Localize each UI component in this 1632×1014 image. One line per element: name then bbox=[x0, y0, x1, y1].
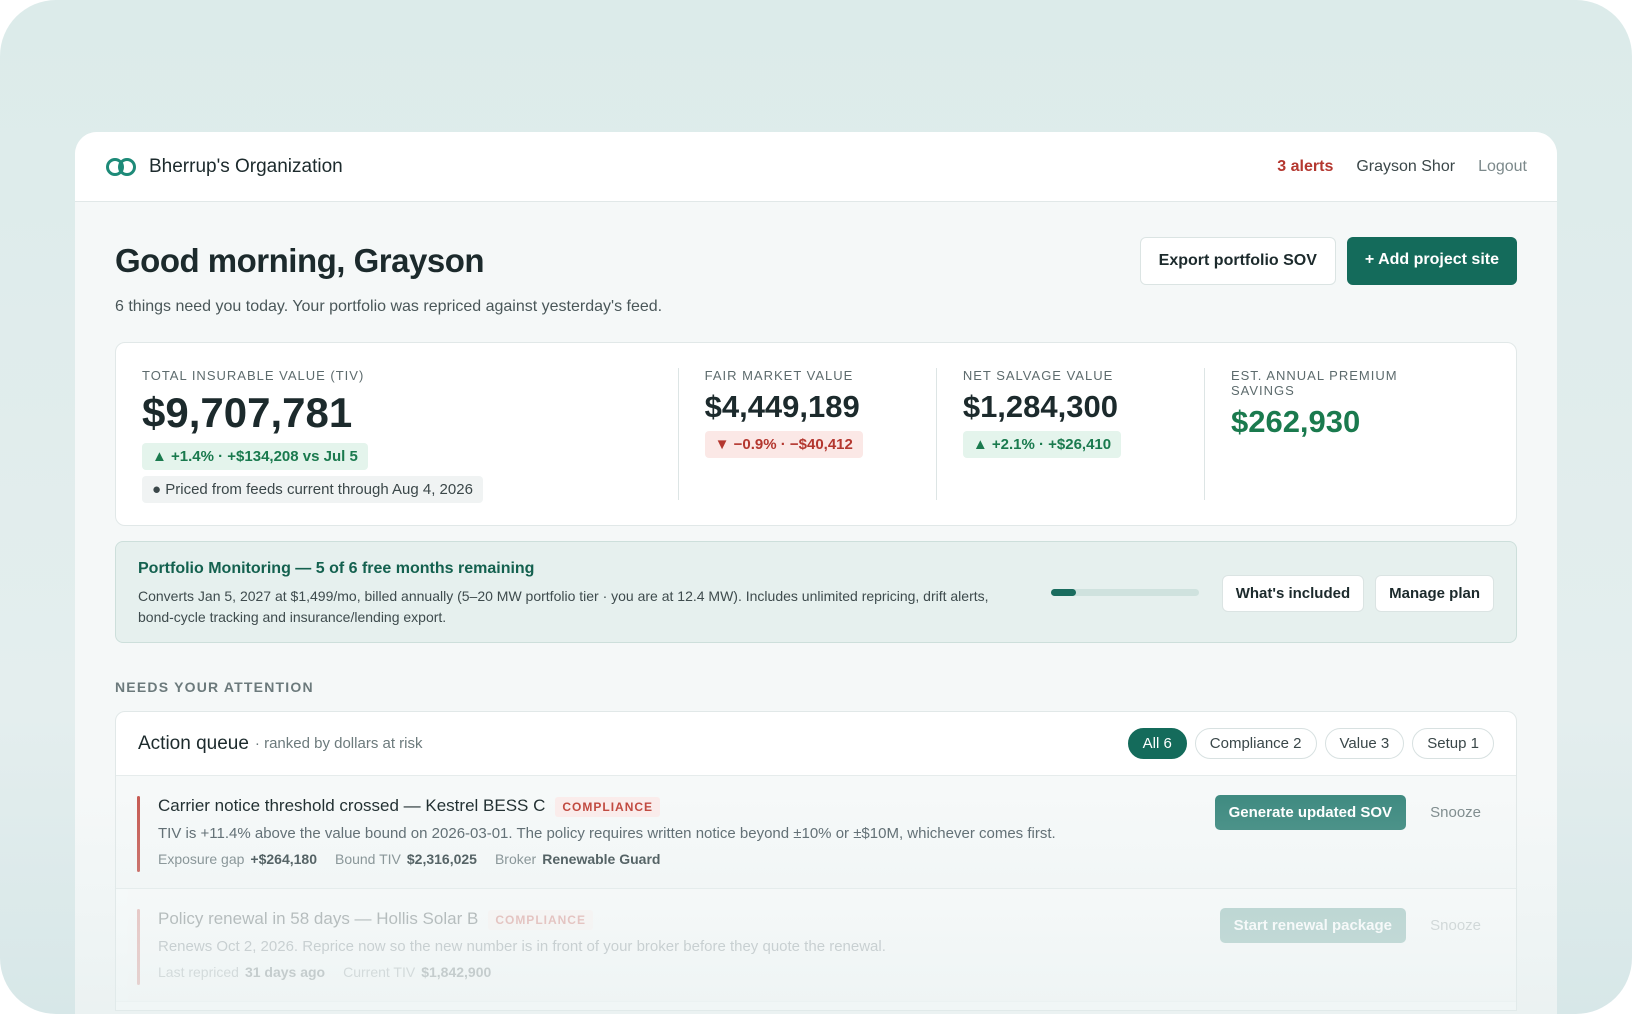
metric-change: ▲ +2.1% · +$26,410 bbox=[962, 431, 1122, 458]
plan-banner: Portfolio Monitoring — 5 of 6 free month… bbox=[115, 541, 1517, 643]
manage-button[interactable]: Manage plan bbox=[1375, 575, 1494, 612]
included-button[interactable]: What's included bbox=[1221, 575, 1365, 612]
logo bbox=[106, 157, 136, 176]
plan-progress-fill bbox=[1051, 589, 1076, 596]
metric-change: ▼ −0.9% · −$40,412 bbox=[704, 431, 863, 458]
metric-label: TOTAL INSURABLE VALUE (TIV) bbox=[142, 368, 365, 383]
queue-title: Action queue bbox=[138, 732, 249, 754]
plan-title: Portfolio Monitoring — 5 of 6 free month… bbox=[138, 560, 535, 577]
plan-description: Converts Jan 5, 2027 at $1,499/mo, bille… bbox=[138, 588, 989, 625]
plan-buttons: What's included Manage plan bbox=[1221, 575, 1494, 612]
filters: All 6 Compliance 2 Value 3 Setup 1 bbox=[1127, 728, 1494, 759]
export-button[interactable]: Export portfolio SOV bbox=[1139, 237, 1336, 285]
metric-value: $1,284,300 bbox=[962, 389, 1118, 424]
org-name: Bherrup's Organization bbox=[149, 155, 343, 177]
bottom-fade bbox=[75, 792, 1557, 1014]
top-links: 3 alerts Grayson Shor Logout bbox=[1277, 158, 1527, 176]
metric-label: EST. ANNUAL PREMIUM SAVINGS bbox=[1230, 368, 1398, 398]
metric-value: $4,449,189 bbox=[704, 389, 860, 424]
filter[interactable]: All 6 bbox=[1127, 728, 1187, 759]
metric: TOTAL INSURABLE VALUE (TIV) $9,707,781 ▲… bbox=[142, 368, 678, 503]
queue-subtitle: · ranked by dollars at risk bbox=[254, 735, 423, 752]
greeting-subtitle: 6 things need you today. Your portfolio … bbox=[115, 298, 663, 315]
change-text: +2.1% · +$26,410 bbox=[991, 436, 1112, 453]
metric: EST. ANNUAL PREMIUM SAVINGS $262,930 bbox=[1203, 368, 1490, 500]
metric-label: NET SALVAGE VALUE bbox=[962, 368, 1114, 383]
section-label: NEEDS YOUR ATTENTION bbox=[115, 679, 314, 695]
logout-link[interactable]: Logout bbox=[1478, 157, 1527, 175]
user-name[interactable]: Grayson Shor bbox=[1356, 157, 1456, 175]
metric-value: $262,930 bbox=[1230, 404, 1361, 439]
metric-change: ▲ +1.4% · +$134,208 vs Jul 5 bbox=[142, 443, 368, 470]
metric-value: $9,707,781 bbox=[142, 389, 353, 436]
change-text: +1.4% · +$134,208 vs Jul 5 bbox=[171, 448, 358, 465]
metric-label: FAIR MARKET VALUE bbox=[704, 368, 854, 383]
note-text: Priced from feeds current through Aug 4,… bbox=[165, 481, 473, 498]
header-actions: Export portfolio SOV + Add project site bbox=[1139, 237, 1517, 285]
queue-header: Action queue · ranked by dollars at risk… bbox=[116, 712, 1516, 776]
change-text: −0.9% · −$40,412 bbox=[733, 436, 853, 453]
metric-note: ● Priced from feeds current through Aug … bbox=[142, 476, 483, 503]
add-button[interactable]: + Add project site bbox=[1346, 237, 1517, 285]
greeting-title: Good morning, Grayson bbox=[115, 242, 485, 279]
alerts-link[interactable]: 3 alerts bbox=[1277, 157, 1334, 175]
metric: NET SALVAGE VALUE $1,284,300 ▲ +2.1% · +… bbox=[935, 368, 1204, 500]
plan-progress bbox=[1051, 589, 1199, 596]
filter[interactable]: Value 3 bbox=[1324, 728, 1405, 759]
filter[interactable]: Setup 1 bbox=[1412, 728, 1494, 759]
app-window: Bherrup's Organization 3 alerts Grayson … bbox=[75, 132, 1557, 1014]
filter[interactable]: Compliance 2 bbox=[1194, 728, 1317, 759]
top-bar: Bherrup's Organization 3 alerts Grayson … bbox=[75, 132, 1557, 202]
metric: FAIR MARKET VALUE $4,449,189 ▼ −0.9% · −… bbox=[677, 368, 936, 500]
metrics-card: TOTAL INSURABLE VALUE (TIV) $9,707,781 ▲… bbox=[115, 342, 1517, 526]
